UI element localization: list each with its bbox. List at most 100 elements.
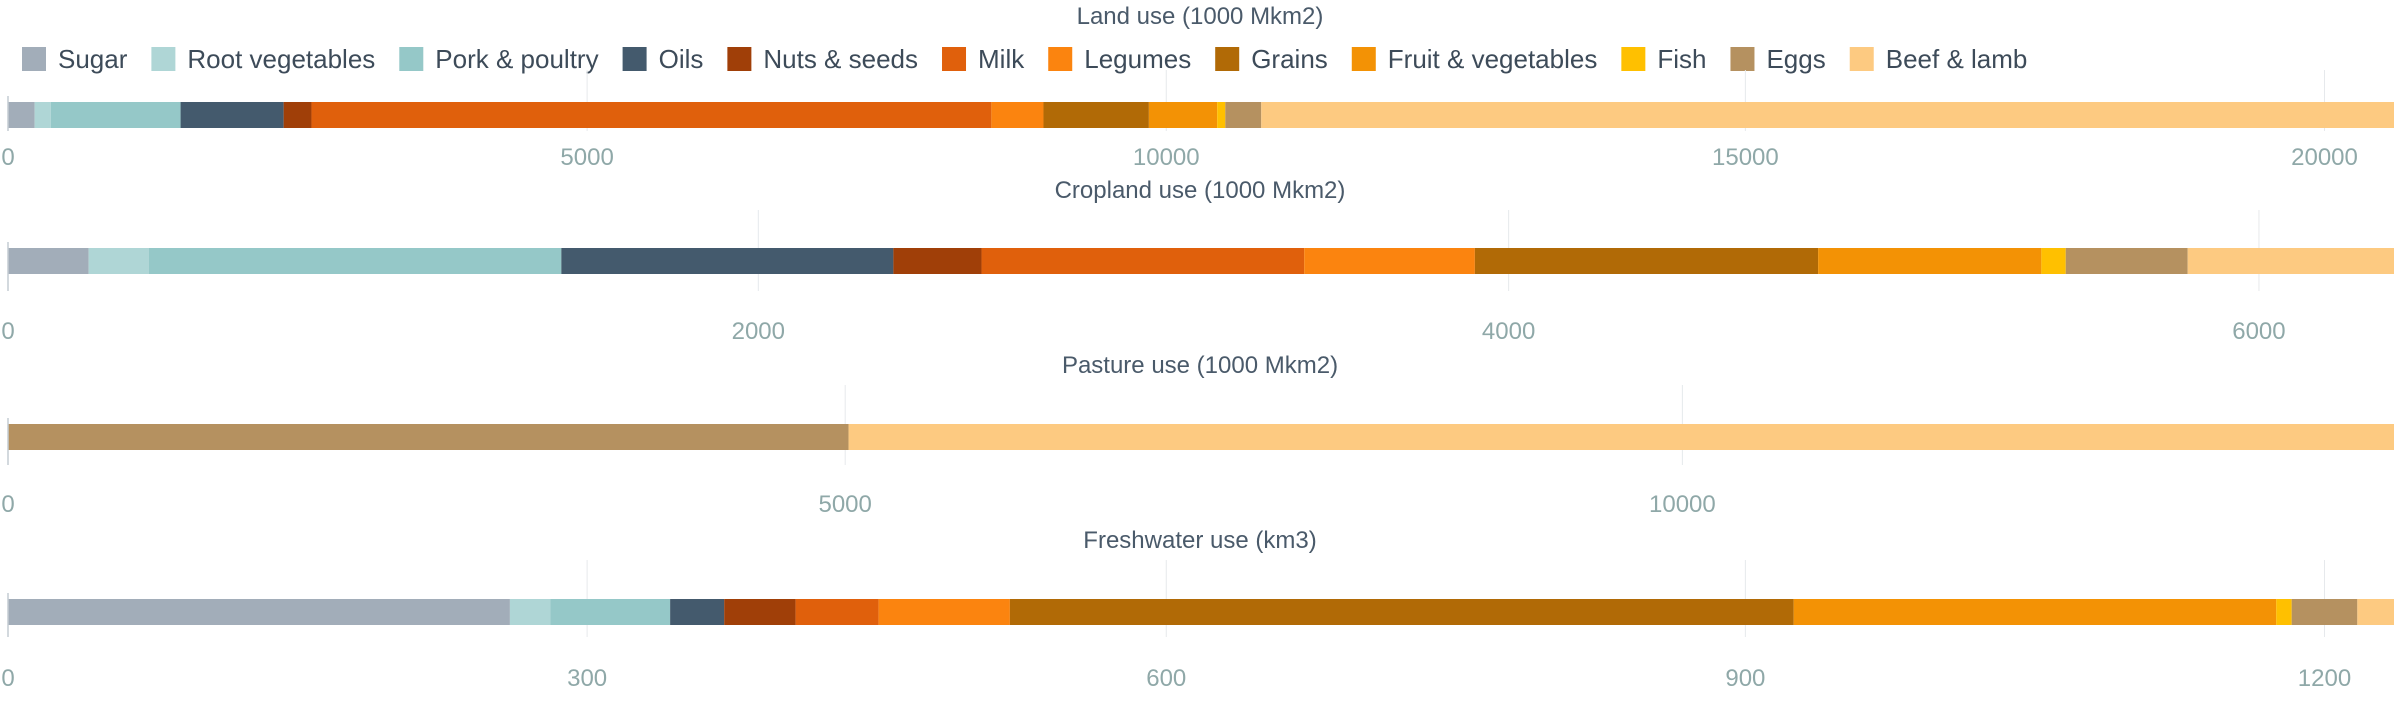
legend-swatch-root-vegetables [151, 47, 176, 71]
legend-swatch-beef-and-lamb [1849, 47, 1874, 71]
bar-segment-oils[interactable] [561, 248, 894, 274]
legend-entry-root-vegetables: Root vegetables [151, 44, 375, 74]
bar-segment-grains[interactable] [1009, 599, 1794, 625]
tick-label: 5000 [560, 144, 613, 171]
bar-segment-pork-and-poultry[interactable] [148, 248, 562, 274]
bar-segment-milk[interactable] [795, 599, 879, 625]
legend-entry-beef-and-lamb: Beef & lamb [1849, 44, 2027, 74]
legend-swatch-eggs [1730, 47, 1755, 71]
panel-title: Freshwater use (km3) [1083, 527, 1316, 554]
legend-swatch-fruit-and-vegetables [1351, 47, 1376, 71]
bar-segment-milk[interactable] [311, 102, 992, 128]
bar-segment-root-vegetables[interactable] [34, 102, 51, 128]
legend-entry-sugar: Sugar [22, 44, 128, 74]
bar-segment-sugar[interactable] [8, 102, 35, 128]
legend-swatch-nuts-and-seeds [727, 47, 752, 71]
bar-segment-legumes[interactable] [878, 599, 1010, 625]
bar-segment-fruit-and-vegetables[interactable] [1148, 102, 1218, 128]
legend-label-root-vegetables: Root vegetables [187, 44, 375, 74]
bar-segment-nuts-and-seeds[interactable] [724, 599, 796, 625]
bar-segment-legumes[interactable] [991, 102, 1044, 128]
bar-segment-oils[interactable] [180, 102, 284, 128]
tick-label: 600 [1146, 665, 1186, 692]
panel-freshwater-use-km3: Freshwater use (km3) 0 300 600 900 1200 [1, 527, 2394, 692]
bar-segment-pork-and-poultry[interactable] [550, 599, 671, 625]
legend-entry-legumes: Legumes [1048, 44, 1191, 74]
legend-entry-nuts-and-seeds: Nuts & seeds [727, 44, 918, 74]
legend-entry-milk: Milk [942, 44, 1025, 74]
tick-label: 0 [1, 491, 14, 518]
tick-label: 0 [1, 144, 14, 171]
legend-label-legumes: Legumes [1084, 44, 1191, 74]
panel-title: Pasture use (1000 Mkm2) [1062, 352, 1338, 379]
bar-segment-grains[interactable] [1474, 248, 1819, 274]
legend-label-grains: Grains [1251, 44, 1328, 74]
legend-entry-grains: Grains [1215, 44, 1328, 74]
bar-segment-milk[interactable] [981, 248, 1305, 274]
bar-segment-fish[interactable] [2041, 248, 2066, 274]
tick-label: 0 [1, 318, 14, 345]
legend-swatch-pork-and-poultry [399, 47, 424, 71]
legend-swatch-milk [942, 47, 967, 71]
legend-label-oils: Oils [659, 44, 704, 74]
bar-segment-legumes[interactable] [1304, 248, 1475, 274]
legend-entry-oils: Oils [622, 44, 704, 74]
tick-label: 2000 [732, 318, 785, 345]
legend-label-milk: Milk [978, 44, 1025, 74]
panel-title: Land use (1000 Mkm2) [1077, 3, 1324, 30]
tick-label: 1200 [2298, 665, 2351, 692]
bar-segment-eggs[interactable] [8, 424, 849, 450]
bar-segment-nuts-and-seeds[interactable] [283, 102, 312, 128]
bar-segment-beef-and-lamb[interactable] [848, 424, 2394, 450]
legend-swatch-fish [1621, 47, 1646, 71]
tick-label: 10000 [1649, 491, 1716, 518]
legend-swatch-legumes [1048, 47, 1073, 71]
legend: Sugar Root vegetables Pork & poultry Oils Nu… [22, 44, 2027, 74]
legend-label-pork-and-poultry: Pork & poultry [435, 44, 598, 74]
bar-segment-fruit-and-vegetables[interactable] [1818, 248, 2042, 274]
panel-title: Cropland use (1000 Mkm2) [1055, 177, 1346, 204]
bar-segment-sugar[interactable] [8, 599, 510, 625]
tick-label: 15000 [1712, 144, 1779, 171]
tick-label: 10000 [1133, 144, 1200, 171]
legend-label-eggs: Eggs [1766, 44, 1825, 74]
legend-entry-fruit-and-vegetables: Fruit & vegetables [1351, 44, 1598, 74]
tick-label: 900 [1725, 665, 1765, 692]
bar-segment-root-vegetables[interactable] [88, 248, 149, 274]
panel-cropland-use-1000-mkm2: Cropland use (1000 Mkm2) 0 2000 4000 6000 [1, 177, 2394, 345]
tick-label: 5000 [818, 491, 871, 518]
bar-segment-fish[interactable] [2276, 599, 2292, 625]
legend-label-fruit-and-vegetables: Fruit & vegetables [1388, 44, 1598, 74]
bar-segment-fish[interactable] [1217, 102, 1226, 128]
bar-segment-eggs[interactable] [1225, 102, 1262, 128]
bar-segment-fruit-and-vegetables[interactable] [1793, 599, 2277, 625]
bar-segment-beef-and-lamb[interactable] [2357, 599, 2394, 625]
bar-segment-beef-and-lamb[interactable] [2187, 248, 2394, 274]
tick-label: 4000 [1482, 318, 1535, 345]
bar-segment-sugar[interactable] [8, 248, 89, 274]
bar-segment-grains[interactable] [1043, 102, 1149, 128]
tick-label: 6000 [2232, 318, 2285, 345]
tick-label: 20000 [2291, 144, 2358, 171]
legend-entry-fish: Fish [1621, 44, 1706, 74]
tick-label: 300 [567, 665, 607, 692]
chart-panels: Land use (1000 Mkm2)0 5000 10000 15000 20000… [1, 3, 2394, 692]
bar-segment-oils[interactable] [670, 599, 725, 625]
bar-segment-eggs[interactable] [2291, 599, 2358, 625]
legend-label-sugar: Sugar [58, 44, 128, 74]
tick-label: 0 [1, 665, 14, 692]
legend-label-fish: Fish [1657, 44, 1706, 74]
legend-entry-pork-and-poultry: Pork & poultry [399, 44, 599, 74]
legend-entry-eggs: Eggs [1730, 44, 1826, 74]
bar-segment-root-vegetables[interactable] [509, 599, 551, 625]
bar-segment-eggs[interactable] [2065, 248, 2188, 274]
legend-label-nuts-and-seeds: Nuts & seeds [763, 44, 918, 74]
legend-swatch-grains [1215, 47, 1240, 71]
bar-segment-beef-and-lamb[interactable] [1261, 102, 2394, 128]
bar-segment-pork-and-poultry[interactable] [50, 102, 181, 128]
panel-pasture-use-1000-mkm2: Pasture use (1000 Mkm2) 0 5000 10000 [1, 352, 2394, 518]
legend-swatch-oils [622, 47, 647, 71]
bar-segment-nuts-and-seeds[interactable] [893, 248, 982, 274]
